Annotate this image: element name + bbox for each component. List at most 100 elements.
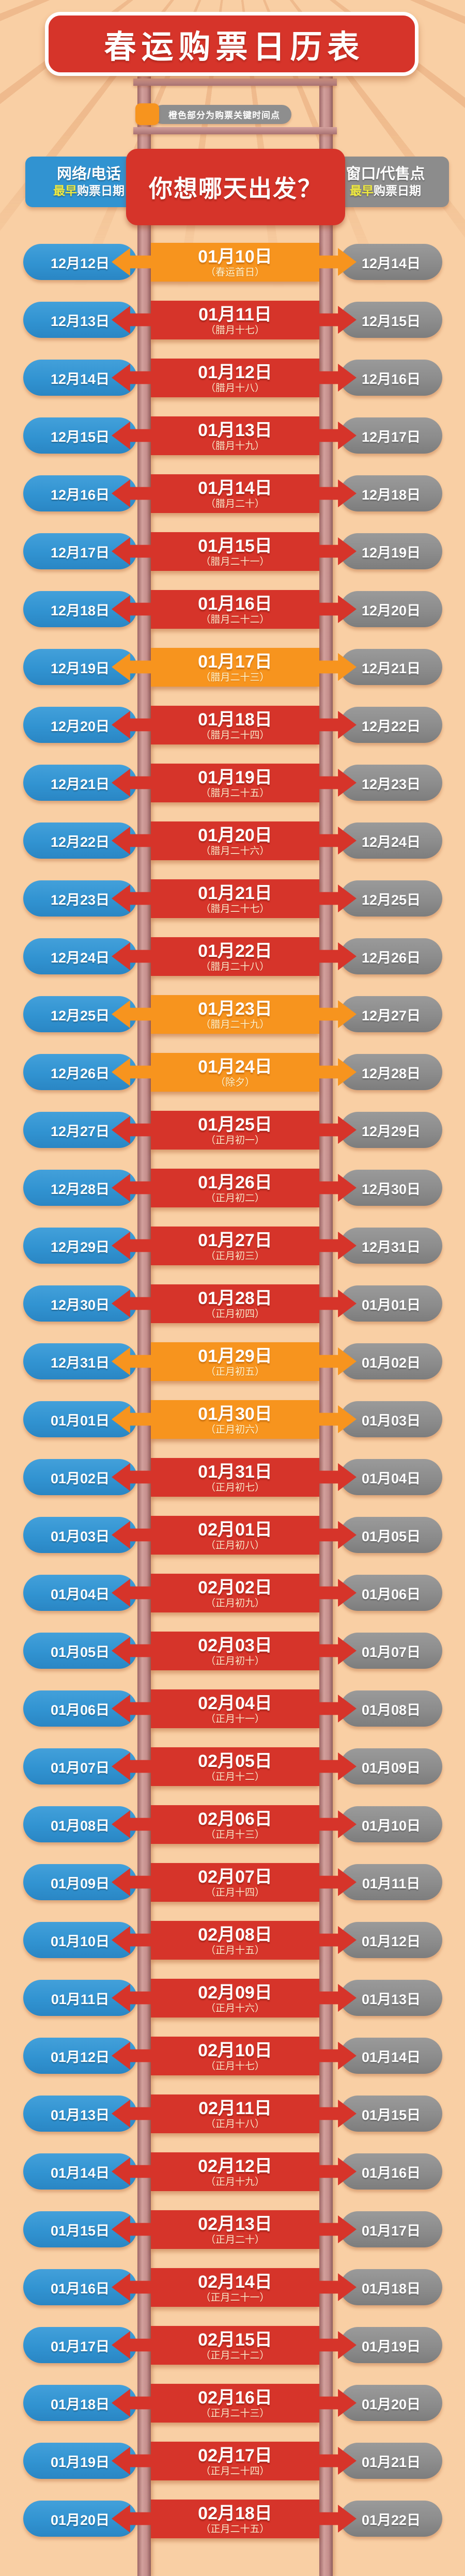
calendar-row: 12月23日 01月21日 （腊月二十七） 12月25日 xyxy=(0,879,465,918)
departure-date: 01月15日 xyxy=(198,536,272,556)
departure-date-box: 01月19日 （腊月二十五） xyxy=(151,764,319,802)
online-earliest-date-pill: 01月09日 xyxy=(23,1864,137,1900)
counter-earliest-date-pill: 01月15日 xyxy=(340,2096,442,2132)
calendar-row: 01月08日 02月06日 （正月十三） 01月10日 xyxy=(0,1805,465,1844)
online-earliest-date: 01月19日 xyxy=(50,2454,110,2470)
departure-date-box: 02月05日 （正月十二） xyxy=(151,1747,319,1786)
departure-date: 02月09日 xyxy=(198,1982,272,2003)
calendar-row: 12月20日 01月18日 （腊月二十四） 12月22日 xyxy=(0,706,465,744)
counter-earliest-date: 01月11日 xyxy=(362,1875,421,1891)
online-earliest-date: 12月15日 xyxy=(50,429,110,445)
departure-date: 02月08日 xyxy=(198,1925,272,1945)
departure-lunar-label: （正月十九） xyxy=(205,2176,265,2187)
calendar-row: 12月21日 01月19日 （腊月二十五） 12月23日 xyxy=(0,764,465,802)
calendar-row: 12月19日 01月17日 （腊月二十三） 12月21日 xyxy=(0,648,465,687)
counter-earliest-date-pill: 12月19日 xyxy=(340,533,442,569)
departure-lunar-label: （腊月二十四） xyxy=(200,730,270,741)
legend-pill: 橙色部分为购票关键时间点 xyxy=(153,105,291,124)
online-earliest-date: 01月16日 xyxy=(50,2280,110,2296)
departure-date: 02月10日 xyxy=(198,2040,272,2060)
counter-earliest-date-pill: 12月14日 xyxy=(340,244,442,280)
counter-earliest-date: 01月05日 xyxy=(361,1528,421,1544)
departure-lunar-label: （正月初七） xyxy=(205,1482,265,1493)
departure-date-box: 01月13日 （腊月十九） xyxy=(151,416,319,455)
counter-earliest-date-pill: 12月31日 xyxy=(340,1228,442,1264)
counter-agency-header-title: 窗口/代售点 xyxy=(346,166,425,182)
departure-lunar-label: （腊月二十八） xyxy=(200,961,270,972)
online-earliest-date: 01月17日 xyxy=(50,2338,110,2354)
departure-date-box: 01月23日 （腊月二十九） xyxy=(151,995,319,1034)
departure-date: 01月13日 xyxy=(198,420,272,440)
departure-date-box: 02月01日 （正月初八） xyxy=(151,1516,319,1555)
calendar-row: 12月17日 01月15日 （腊月二十一） 12月19日 xyxy=(0,532,465,571)
departure-date: 02月07日 xyxy=(198,1867,272,1887)
counter-earliest-date: 12月27日 xyxy=(361,1007,421,1023)
calendar-row: 01月03日 02月01日 （正月初八） 01月05日 xyxy=(0,1516,465,1555)
departure-lunar-label: （正月二十四） xyxy=(200,2465,270,2477)
departure-date-box: 01月17日 （腊月二十三） xyxy=(151,648,319,687)
calendar-row: 12月29日 01月27日 （正月初三） 12月31日 xyxy=(0,1227,465,1265)
page-title: 春运购票日历表 xyxy=(104,29,365,65)
calendar-row: 01月19日 02月17日 （正月二十四） 01月21日 xyxy=(0,2442,465,2480)
online-earliest-date: 01月08日 xyxy=(50,1818,110,1834)
online-phone-header-subtitle: 最早购票日期 xyxy=(53,184,125,197)
right-sign-post xyxy=(319,76,333,2576)
departure-lunar-label: （腊月二十三） xyxy=(200,672,270,683)
online-earliest-date: 12月20日 xyxy=(50,718,110,734)
counter-earliest-date-pill: 12月27日 xyxy=(340,996,442,1032)
online-earliest-date: 01月15日 xyxy=(50,2223,110,2239)
departure-date-box: 01月27日 （正月初三） xyxy=(151,1227,319,1265)
departure-lunar-label: （正月初四） xyxy=(205,1308,265,1320)
counter-earliest-date: 12月21日 xyxy=(361,660,421,676)
calendar-row: 12月24日 01月22日 （腊月二十八） 12月26日 xyxy=(0,937,465,976)
online-earliest-date: 12月26日 xyxy=(50,1065,110,1081)
counter-earliest-date: 12月24日 xyxy=(361,834,421,850)
calendar-row: 01月17日 02月15日 （正月二十二） 01月19日 xyxy=(0,2326,465,2365)
online-earliest-date-pill: 01月03日 xyxy=(23,1517,137,1553)
online-earliest-date-pill: 12月17日 xyxy=(23,533,137,569)
departure-date-box: 01月11日 （腊月十七） xyxy=(151,301,319,339)
departure-lunar-label: （正月初一） xyxy=(205,1135,265,1146)
counter-earliest-date: 01月06日 xyxy=(361,1586,421,1602)
departure-day-column-header: 你想哪天出发？ xyxy=(126,149,345,225)
departure-date: 01月12日 xyxy=(198,362,272,382)
departure-lunar-label: （正月二十一） xyxy=(200,2292,270,2303)
departure-date: 01月16日 xyxy=(198,594,272,614)
calendar-row: 12月13日 01月11日 （腊月十七） 12月15日 xyxy=(0,301,465,339)
counter-earliest-date: 01月04日 xyxy=(361,1470,421,1486)
orange-key-swatch-icon xyxy=(135,103,159,125)
online-earliest-date: 12月27日 xyxy=(50,1123,110,1139)
counter-earliest-date: 12月20日 xyxy=(361,602,421,618)
departure-date-box: 02月07日 （正月十四） xyxy=(151,1863,319,1902)
counter-earliest-date: 01月07日 xyxy=(361,1644,421,1660)
online-phone-header-title: 网络/电话 xyxy=(56,166,121,182)
title-banner: 春运购票日历表 xyxy=(45,12,419,76)
departure-date: 02月11日 xyxy=(198,2098,272,2118)
departure-date: 01月28日 xyxy=(198,1288,272,1308)
counter-earliest-date-pill: 01月10日 xyxy=(340,1806,442,1842)
counter-earliest-date-pill: 12月24日 xyxy=(340,823,442,859)
departure-lunar-label: （腊月十八） xyxy=(205,382,265,394)
departure-date: 01月23日 xyxy=(198,999,272,1019)
departure-date: 01月24日 xyxy=(198,1057,272,1077)
calendar-row: 01月15日 02月13日 （正月二十） 01月17日 xyxy=(0,2210,465,2249)
calendar-row: 12月22日 01月20日 （腊月二十六） 12月24日 xyxy=(0,821,465,860)
departure-date: 01月26日 xyxy=(198,1172,272,1192)
online-earliest-date: 12月23日 xyxy=(50,892,110,908)
counter-earliest-date-pill: 01月11日 xyxy=(340,1864,442,1900)
departure-lunar-label: （正月十二） xyxy=(205,1771,265,1782)
departure-date: 01月14日 xyxy=(198,478,272,498)
online-earliest-date: 12月18日 xyxy=(50,602,110,618)
departure-lunar-label: （腊月二十九） xyxy=(200,1019,270,1030)
counter-earliest-date: 12月26日 xyxy=(361,950,421,966)
calendar-row: 12月27日 01月25日 （正月初一） 12月29日 xyxy=(0,1111,465,1150)
counter-earliest-date: 01月12日 xyxy=(361,1933,421,1949)
departure-lunar-label: （正月十八） xyxy=(205,2118,265,2130)
calendar-row: 01月06日 02月04日 （正月十一） 01月08日 xyxy=(0,1689,465,1728)
counter-earliest-date-pill: 01月21日 xyxy=(340,2443,442,2479)
counter-earliest-date: 01月17日 xyxy=(361,2223,421,2239)
online-earliest-date: 12月21日 xyxy=(50,776,110,792)
calendar-row: 01月05日 02月03日 （正月初十） 01月07日 xyxy=(0,1632,465,1670)
departure-date-box: 02月18日 （正月二十五） xyxy=(151,2500,319,2538)
departure-date: 01月10日 xyxy=(198,246,272,267)
